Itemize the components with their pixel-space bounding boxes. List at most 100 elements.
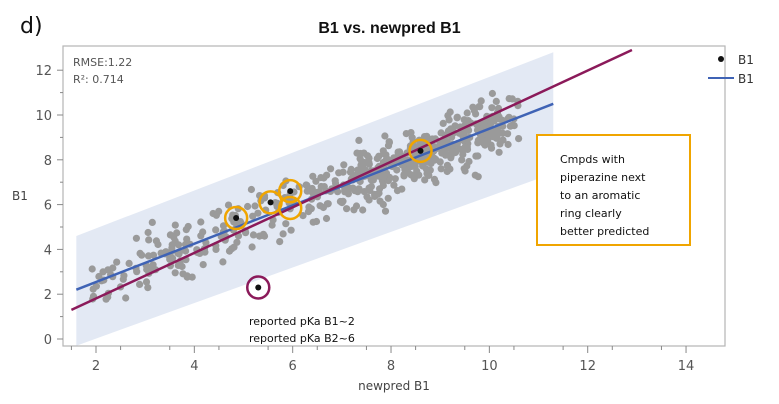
highlighted-point <box>267 199 274 206</box>
data-point <box>303 181 311 189</box>
data-point <box>472 152 480 160</box>
highlighted-point <box>287 188 294 195</box>
data-point <box>488 89 496 98</box>
outlier-note-line-2: reported pKa B2~6 <box>249 332 355 345</box>
data-point <box>144 284 152 292</box>
data-point <box>138 251 146 259</box>
highlight-ring <box>223 205 249 231</box>
data-point <box>423 132 431 140</box>
data-point <box>376 197 384 205</box>
data-point <box>119 275 127 283</box>
data-point <box>380 172 388 180</box>
data-point <box>489 133 498 141</box>
data-point <box>317 174 325 182</box>
data-point <box>125 259 133 267</box>
data-point <box>444 162 452 170</box>
data-point <box>322 214 331 223</box>
data-point <box>197 232 205 240</box>
data-point <box>385 138 393 147</box>
data-point <box>319 203 327 212</box>
r2-label: R²: 0.714 <box>73 73 124 86</box>
data-point <box>282 220 290 228</box>
data-point <box>219 258 227 266</box>
data-point <box>317 182 325 191</box>
data-point <box>359 206 367 214</box>
x-tick-label: 10 <box>481 359 498 374</box>
y-tick-label: 2 <box>44 288 52 303</box>
data-point <box>276 238 284 246</box>
x-tick-label: 6 <box>289 359 297 374</box>
data-point <box>171 269 179 277</box>
y-tick-label: 0 <box>44 333 52 348</box>
data-point <box>495 148 503 156</box>
data-point <box>201 248 209 256</box>
data-point <box>453 114 461 122</box>
legend: B1 B1 <box>708 53 754 86</box>
data-point <box>339 168 347 176</box>
x-tick-label: 2 <box>92 359 100 374</box>
chart-title: B1 vs. newpred B1 <box>318 20 461 37</box>
data-point <box>148 218 156 226</box>
data-point <box>175 241 183 249</box>
data-point <box>398 185 406 193</box>
data-point <box>133 268 141 276</box>
data-point <box>212 245 220 253</box>
data-point <box>299 212 307 220</box>
data-point <box>367 182 375 191</box>
data-point <box>343 205 351 213</box>
data-point <box>360 188 368 196</box>
rmse-label: RMSE:1.22 <box>73 56 132 69</box>
data-point <box>169 254 177 262</box>
data-point <box>407 129 415 137</box>
data-point <box>430 175 439 183</box>
data-point <box>487 144 496 152</box>
data-point <box>355 136 363 144</box>
data-point <box>170 233 178 241</box>
data-point <box>287 226 295 234</box>
data-point <box>460 165 468 173</box>
data-point <box>251 202 259 210</box>
highlight-layer <box>223 138 433 300</box>
data-point <box>458 156 466 164</box>
data-point <box>439 119 447 127</box>
outlier-note-line-1: reported pKa B1~2 <box>249 315 355 328</box>
data-point <box>212 211 220 219</box>
data-point <box>324 200 332 208</box>
data-point <box>354 188 362 196</box>
data-point <box>197 218 205 226</box>
data-point <box>199 261 207 269</box>
data-point <box>504 140 512 149</box>
data-point <box>152 237 160 245</box>
data-point <box>309 172 317 180</box>
data-point <box>475 103 483 111</box>
data-point <box>132 234 140 242</box>
data-point <box>425 171 433 179</box>
data-point <box>404 169 413 177</box>
data-point <box>136 280 144 288</box>
annotation-line-4: ring clearly <box>560 207 622 220</box>
data-point <box>212 226 220 234</box>
y-axis-title: B1 <box>12 189 28 203</box>
data-point <box>247 185 255 194</box>
x-axis-title: newpred B1 <box>358 379 430 393</box>
data-point <box>474 173 482 181</box>
annotation-line-1: Cmpds with <box>560 153 625 166</box>
highlight-ring <box>277 178 303 204</box>
data-point <box>444 112 452 120</box>
data-point <box>390 181 398 189</box>
panel-label: d) <box>20 14 43 39</box>
data-point <box>367 176 375 184</box>
data-point <box>327 165 335 173</box>
data-point <box>448 148 456 156</box>
data-point <box>236 218 244 226</box>
data-point <box>437 165 445 173</box>
data-point <box>183 273 191 281</box>
data-point <box>492 97 500 105</box>
highlighted-point <box>255 284 262 291</box>
data-point <box>341 186 349 194</box>
data-point <box>391 175 399 183</box>
data-point <box>182 247 190 255</box>
data-point <box>102 295 110 303</box>
data-point <box>148 264 156 272</box>
